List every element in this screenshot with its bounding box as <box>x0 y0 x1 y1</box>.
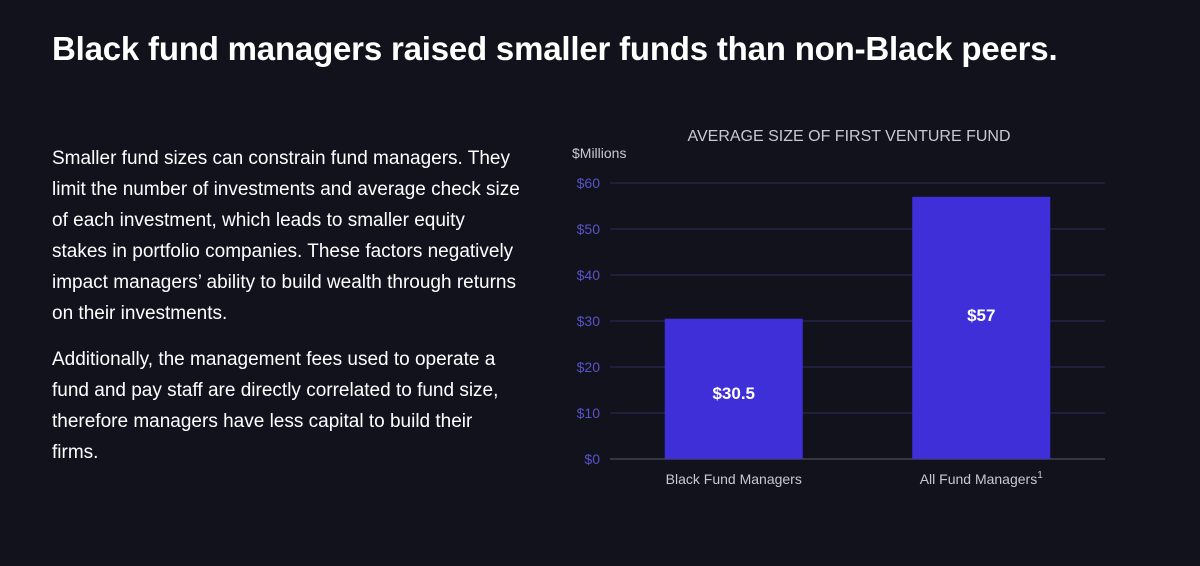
x-category-label: Black Fund Managers <box>666 471 802 487</box>
bar <box>664 318 803 459</box>
y-tick-label: $20 <box>577 359 601 375</box>
y-tick-label: $40 <box>577 267 601 283</box>
y-tick-label: $30 <box>577 313 601 329</box>
y-tick-label: $60 <box>577 175 601 191</box>
x-category-label: All Fund Managers1 <box>920 470 1044 487</box>
bar-value-label: $57 <box>967 306 995 325</box>
y-axis-label: $Millions <box>572 145 626 161</box>
chart-title: AVERAGE SIZE OF FIRST VENTURE FUND <box>688 128 1011 145</box>
y-tick-label: $10 <box>577 405 601 421</box>
y-tick-label: $50 <box>577 221 601 237</box>
bar <box>912 196 1051 460</box>
bar-value-label: $30.5 <box>712 384 755 403</box>
page-title: Black fund managers raised smaller funds… <box>52 30 1058 67</box>
body-paragraph: Smaller fund sizes can constrain fund ma… <box>52 148 520 324</box>
body-text: Smaller fund sizes can constrain fund ma… <box>52 143 522 483</box>
chart-svg: AVERAGE SIZE OF FIRST VENTURE FUND $Milli… <box>572 128 1105 487</box>
body-paragraph: Additionally, the management fees used t… <box>52 349 499 463</box>
bar-chart: AVERAGE SIZE OF FIRST VENTURE FUND $Milli… <box>560 118 1140 508</box>
y-tick-label: $0 <box>584 451 600 467</box>
